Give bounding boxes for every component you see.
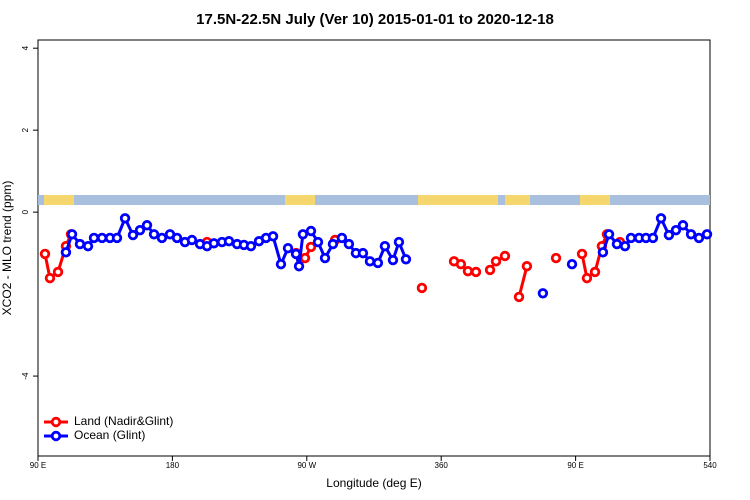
data-point xyxy=(111,232,123,244)
legend-label: Land (Nadir&Glint) xyxy=(74,414,173,428)
data-point xyxy=(134,224,146,236)
data-point xyxy=(521,261,533,272)
legend-marker xyxy=(50,430,62,442)
data-point xyxy=(513,291,525,303)
legend-label: Ocean (Glint) xyxy=(74,428,145,442)
plot-frame xyxy=(37,39,711,457)
data-point xyxy=(312,236,324,248)
data-point xyxy=(581,272,593,284)
map-strip xyxy=(38,195,710,205)
data-point xyxy=(275,258,287,270)
data-point xyxy=(670,224,682,236)
data-point xyxy=(319,252,331,264)
data-point xyxy=(39,248,51,260)
data-point xyxy=(297,229,309,240)
data-point xyxy=(88,232,100,244)
data-point xyxy=(611,238,623,250)
data-point xyxy=(343,238,355,250)
data-point xyxy=(119,213,131,224)
x-tick-label: 360 xyxy=(435,461,449,470)
data-point xyxy=(305,225,317,237)
x-tick-label: 540 xyxy=(703,461,717,470)
data-point xyxy=(305,241,317,253)
data-point xyxy=(186,234,198,246)
data-point xyxy=(208,238,220,249)
x-tick-label: 90 E xyxy=(30,461,46,470)
data-point xyxy=(603,229,615,240)
data-point xyxy=(290,248,302,260)
data-point xyxy=(156,232,168,244)
land-strip xyxy=(505,195,530,205)
data-point xyxy=(96,232,108,244)
data-point xyxy=(60,247,72,258)
data-point xyxy=(655,213,667,224)
data-point xyxy=(357,247,369,259)
data-point xyxy=(537,288,549,299)
data-point xyxy=(379,240,391,252)
data-point xyxy=(701,229,713,240)
data-point xyxy=(44,272,56,284)
data-point xyxy=(566,258,578,270)
data-point xyxy=(597,247,609,258)
y-tick-label: 0 xyxy=(21,209,30,214)
chart-title: 17.5N-22.5N July (Ver 10) 2015-01-01 to … xyxy=(196,11,554,28)
data-point xyxy=(66,229,78,240)
data-point xyxy=(82,240,94,252)
data-point xyxy=(299,252,311,264)
land-strip xyxy=(44,195,74,205)
data-point xyxy=(327,238,339,250)
data-point xyxy=(484,264,496,276)
x-tick-label: 90 W xyxy=(297,461,316,470)
data-point xyxy=(470,266,482,278)
data-point xyxy=(141,220,153,231)
land-strip xyxy=(418,195,498,205)
data-point xyxy=(223,236,235,247)
x-tick-label: 180 xyxy=(166,461,180,470)
data-point xyxy=(499,250,511,262)
data-point xyxy=(550,252,562,264)
data-point xyxy=(400,254,412,265)
data-point xyxy=(148,229,160,240)
data-point xyxy=(245,240,257,252)
data-point xyxy=(576,248,588,260)
data-point xyxy=(336,232,348,244)
data-point xyxy=(387,254,399,266)
data-point xyxy=(685,229,697,240)
data-point xyxy=(171,232,183,244)
data-point xyxy=(52,266,64,278)
data-point xyxy=(693,232,705,244)
data-point xyxy=(127,229,139,241)
data-point xyxy=(677,220,689,231)
data-point xyxy=(267,231,279,242)
land-strip xyxy=(285,195,315,205)
land-strip xyxy=(580,195,610,205)
data-point xyxy=(293,261,305,272)
data-point xyxy=(663,229,675,241)
data-point xyxy=(462,265,474,277)
data-point xyxy=(416,282,428,294)
data-point xyxy=(619,240,631,252)
data-point xyxy=(393,236,405,248)
x-tick-label: 90 E xyxy=(567,461,583,470)
data-point xyxy=(372,257,384,269)
data-point xyxy=(455,258,467,270)
y-tick-label: 4 xyxy=(21,45,30,50)
data-point xyxy=(625,232,637,244)
series-line xyxy=(517,265,529,298)
data-point xyxy=(589,266,601,278)
legend-marker xyxy=(50,416,62,428)
y-tick-label: -4 xyxy=(21,372,30,380)
x-axis-label: Longitude (deg E) xyxy=(326,476,421,490)
y-tick-label: 2 xyxy=(21,127,30,132)
data-point xyxy=(74,238,86,250)
data-point xyxy=(647,232,659,244)
data-point xyxy=(282,243,294,254)
y-axis-label: XCO2 - MLO trend (ppm) xyxy=(0,181,14,316)
ocean-strip xyxy=(38,195,710,205)
data-point xyxy=(490,256,502,267)
data-point xyxy=(364,256,376,267)
